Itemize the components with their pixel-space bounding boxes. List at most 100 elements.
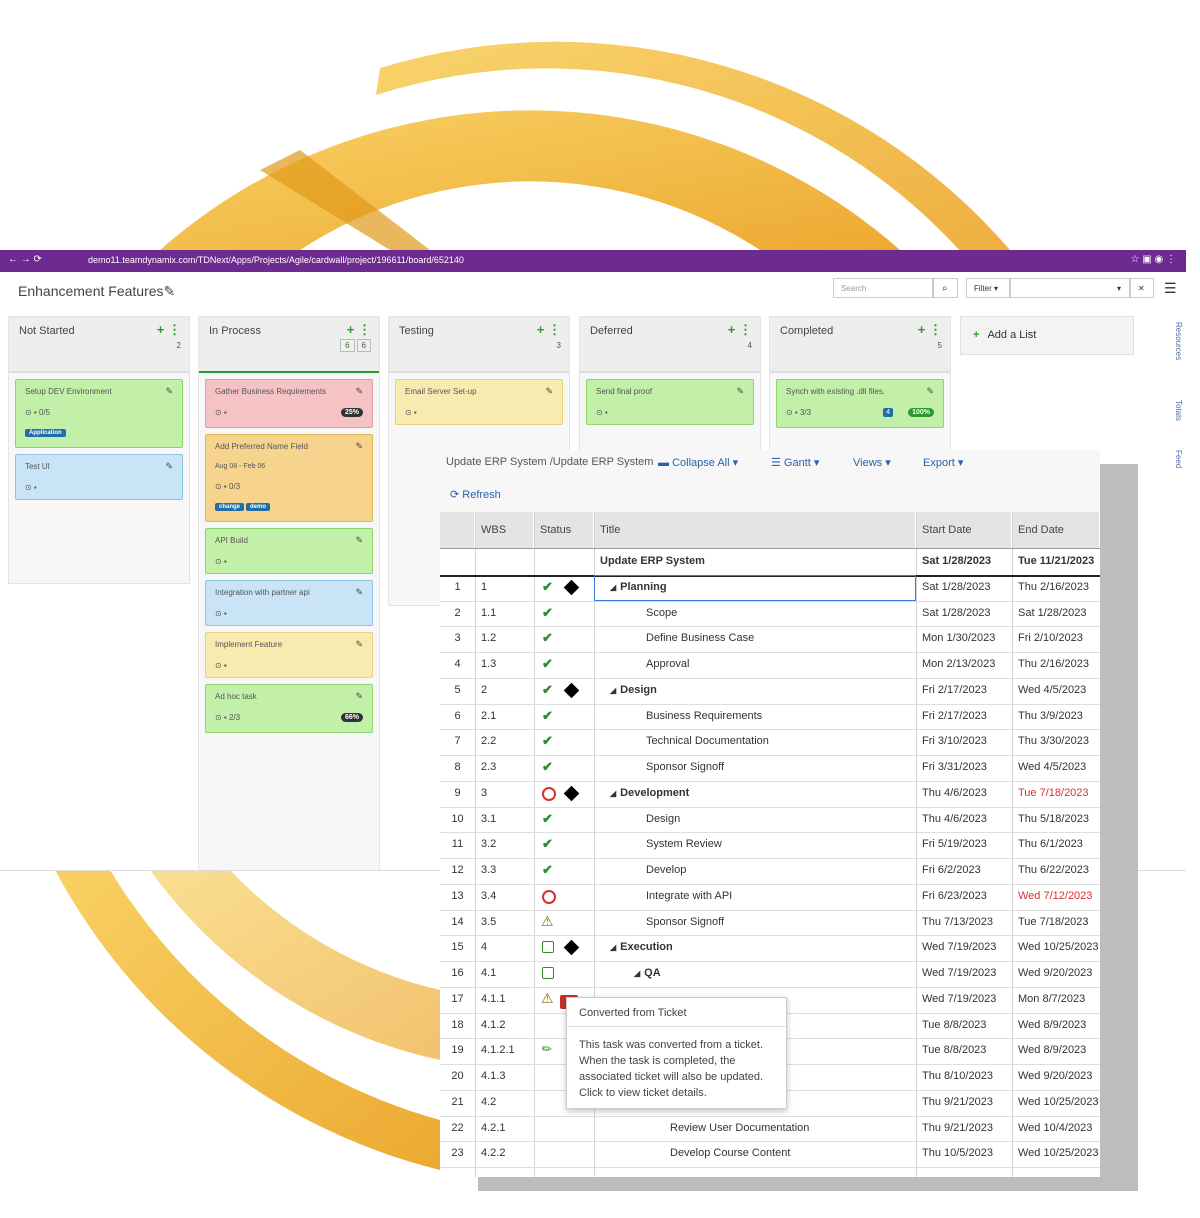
wbs-text: 2.1 [481,709,497,722]
nav-buttons[interactable]: ← → ⟳ [8,254,42,265]
board-title: Enhancement Features✎ [18,283,176,299]
card-meta: ⊙ ▪ [596,408,744,417]
gantt-menu[interactable]: ☰ Gantt ▾ [771,457,820,469]
filter-select[interactable]: ▾ [1010,278,1130,298]
row-line [440,883,1100,885]
cell-title: Sponsor Signoff [594,910,916,936]
card-count: 2 [176,341,181,350]
add-card[interactable]: + ⋮ [727,322,752,337]
cell-end: Thu 3/30/2023 [1012,729,1100,755]
edit-card[interactable]: ✎ [355,639,363,649]
edit-card[interactable]: ✎ [165,386,173,396]
views-menu[interactable]: Views ▾ [853,457,891,469]
collapse-all[interactable]: ▬ Collapse All ▾ [658,457,739,469]
edit-card[interactable]: ✎ [355,587,363,597]
cell-title: Sponsor Signoff [594,755,916,781]
card[interactable]: Gather Business Requirements ✎ ⊙ ▪ 25% [205,379,373,428]
card-icons: ⊙ ▪ [215,713,229,722]
cell-end: Wed 4/5/2023 [1012,755,1100,781]
search-input[interactable]: Search [833,278,933,298]
title-text: System Review [646,838,722,851]
card[interactable]: Email Server Set-up ✎ ⊙ ▪ [395,379,563,425]
card[interactable]: Ad hoc task ✎ ⊙ ▪ 2/3 66% [205,684,373,733]
edit-card[interactable]: ✎ [165,461,173,471]
cell-start: Fri 3/31/2023 [916,755,1012,781]
cell-wbs: 1.1 [475,601,534,627]
side-tab[interactable]: Resources [1174,322,1183,361]
num-text: 22 [451,1121,464,1134]
cell-end: Wed 8/9/2023 [1012,1038,1100,1064]
edit-card[interactable]: ✎ [355,535,363,545]
url[interactable]: demo11.teamdynamix.com/TDNext/Apps/Proje… [88,255,464,265]
cell-title: ◢ Execution [594,935,916,961]
wbs-text: 4.1.2.1 [481,1044,515,1057]
side-tab[interactable]: Feed [1174,450,1183,469]
add-card[interactable]: + ⋮ [536,322,561,337]
edit-card[interactable]: ✎ [355,441,363,451]
card[interactable]: Synch with existing .dll files. ✎ ⊙ ▪ 3/3 4… [776,379,944,428]
expander[interactable]: ◢ [634,969,641,978]
edit-card[interactable]: ✎ [926,386,934,396]
num-text: 7 [454,735,461,748]
card[interactable]: Add Preferred Name Field ✎ Aug 08 - Feb 06… [205,434,373,522]
card-icons: ⊙ ▪ [786,408,800,417]
num-text: 4 [454,658,461,670]
start-text: Wed 7/19/2023 [922,941,997,954]
filter-label: Filter [974,284,992,293]
card[interactable]: Send final proof ✎ ⊙ ▪ [586,379,754,425]
card-title: Integration with partner api [215,588,310,597]
num-text: 13 [451,889,464,902]
edit-card[interactable]: ✎ [355,386,363,396]
expander[interactable]: ◢ [610,685,617,695]
add-card[interactable]: + ⋮ [156,322,181,337]
expander[interactable]: ◢ [610,788,617,798]
edit-card[interactable]: ✎ [355,691,363,701]
end-text: Mon 8/7/2023 [1018,992,1086,1005]
card[interactable]: API Build ✎ ⊙ ▪ [205,528,373,574]
row-line [440,703,1100,705]
edit-card[interactable]: ✎ [545,386,553,396]
num-text: 15 [451,941,464,954]
row-line [440,548,1100,549]
list-name: Testing [399,325,434,337]
expander[interactable]: ◢ [610,943,617,953]
start-text: Wed 7/19/2023 [922,992,997,1005]
menu-button[interactable]: ☰ [1164,280,1177,296]
cell-num: 13 [440,884,475,910]
expander[interactable]: ◢ [610,582,617,592]
cell-wbs: 2 [475,678,534,704]
cell-end: Wed 8/9/2023 [1012,1013,1100,1039]
checklist: 2/3 [228,713,241,722]
row-line [440,1167,1100,1168]
filter-button[interactable]: Filter ▾ [966,278,1010,298]
cell-start: Mon 1/30/2023 [916,626,1012,652]
add-list[interactable]: + Add a List [960,316,1134,355]
card[interactable]: Setup DEV Environment ✎ ⊙ ▪ 0/5 Application [15,379,183,448]
cell-num: 20 [440,1064,475,1090]
clear-filter[interactable]: ✕ [1130,278,1154,298]
list-header: Testing + ⋮ 3 [389,317,569,373]
card-icons: ⊙ ▪ [596,408,608,417]
start-text: Thu 4/6/2023 [922,812,987,825]
card[interactable]: Test UI ✎ ⊙ ▪ [15,454,183,500]
search-button[interactable]: ⌕ [933,278,958,298]
title-text: Sponsor Signoff [646,761,725,773]
column-divider [534,512,535,1177]
card[interactable]: Implement Feature ✎ ⊙ ▪ [205,632,373,678]
add-card[interactable]: + ⋮ [346,322,371,337]
wbs-text: 1.3 [481,658,497,670]
tooltip-title: Converted from Ticket [579,1007,687,1019]
add-card[interactable]: + ⋮ [917,322,942,337]
status-ticket[interactable]: ✎ [538,1040,556,1058]
list-name: Deferred [590,325,633,337]
browser-icons[interactable]: ☆ ▣ ◉ ⋮ [1130,254,1176,265]
card-title: Setup DEV Environment [25,387,112,396]
checklist: 0/5 [38,408,51,417]
card[interactable]: Integration with partner api ✎ ⊙ ▪ [205,580,373,626]
export-menu[interactable]: Export ▾ [923,457,964,469]
edit-card[interactable]: ✎ [736,386,744,396]
refresh[interactable]: ⟳ Refresh [450,489,501,501]
status-done: ✔ [542,836,553,852]
side-tab[interactable]: Totals [1174,400,1183,421]
